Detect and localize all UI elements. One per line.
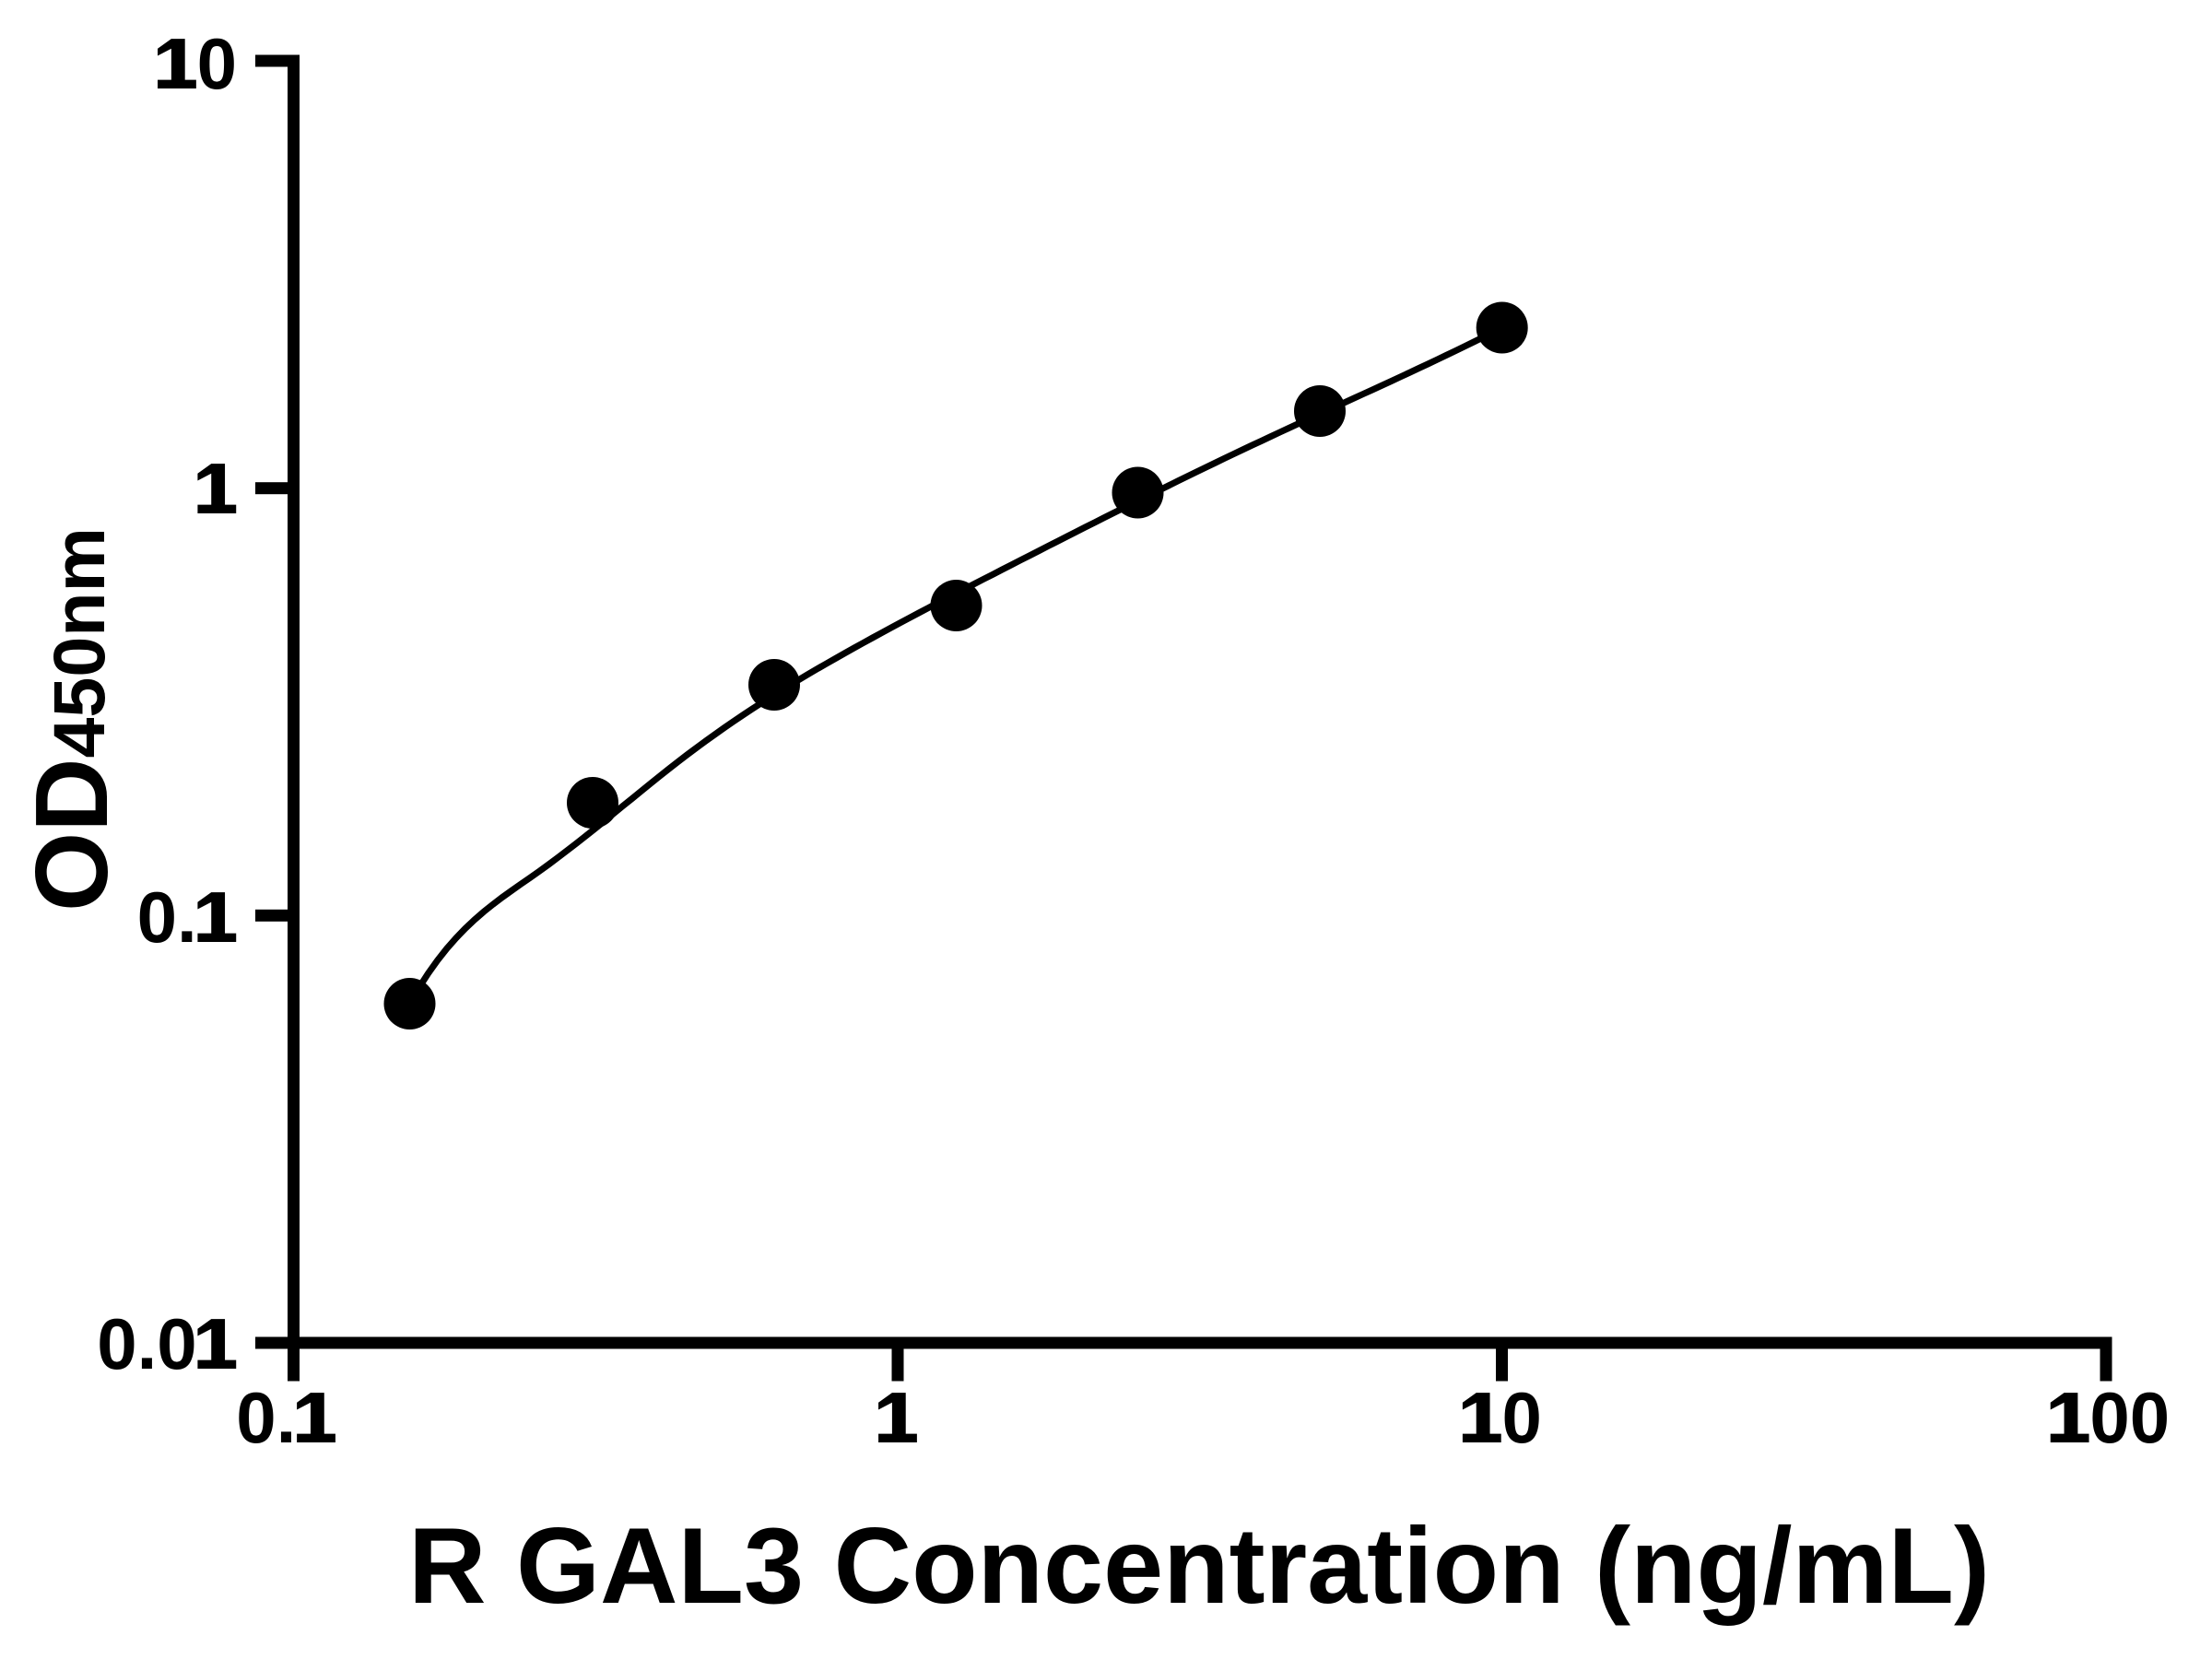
svg-text:R GAL3 Concentration (ng/mL): R GAL3 Concentration (ng/mL) bbox=[408, 1505, 1990, 1626]
svg-text:.: . bbox=[276, 1377, 297, 1458]
svg-text:.: . bbox=[177, 877, 197, 958]
svg-text:0: 0 bbox=[1502, 1377, 1542, 1458]
svg-text:0: 0 bbox=[137, 877, 177, 958]
svg-text:0: 0 bbox=[2089, 1377, 2129, 1458]
svg-text:0: 0 bbox=[157, 1303, 196, 1384]
svg-text:0: 0 bbox=[2130, 1377, 2170, 1458]
svg-text:0: 0 bbox=[197, 23, 237, 104]
svg-text:0: 0 bbox=[236, 1377, 276, 1458]
svg-text:0: 0 bbox=[97, 1303, 136, 1384]
svg-text:.: . bbox=[137, 1303, 158, 1384]
